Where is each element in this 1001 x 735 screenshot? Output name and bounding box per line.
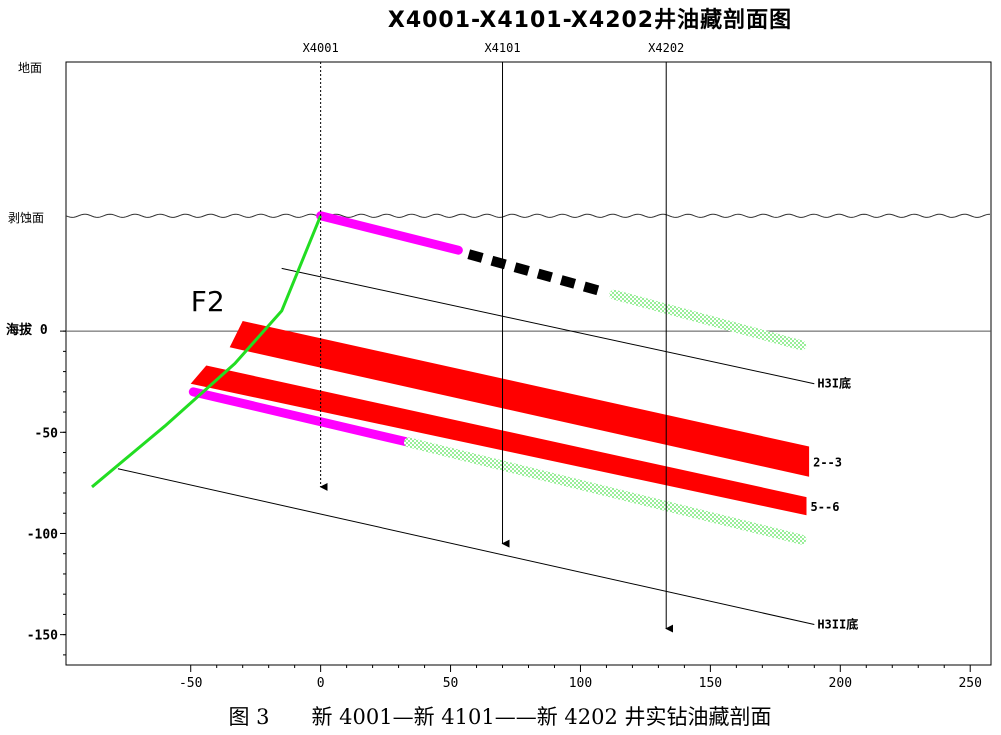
y-tick-label: -100 bbox=[27, 527, 58, 542]
surface-label: 地面 bbox=[18, 61, 42, 75]
x-tick-label: 100 bbox=[569, 676, 592, 691]
upper-oil-water-segment bbox=[316, 211, 463, 255]
lower-water-segment bbox=[403, 437, 807, 545]
wells-layer: X4001 X4101 X4202 bbox=[303, 41, 684, 633]
horizon-label: H3II底 bbox=[817, 617, 858, 632]
oil-layer bbox=[190, 365, 807, 516]
well-label: X4202 bbox=[648, 41, 684, 55]
y-tick-label: -150 bbox=[27, 629, 58, 644]
x-tick-label: 200 bbox=[829, 676, 852, 691]
lower-oil-water-segment bbox=[188, 387, 414, 447]
oil-layer-label: 2--3 bbox=[813, 456, 842, 470]
x-tick-label: 150 bbox=[699, 676, 722, 691]
x-tick-label: 0 bbox=[317, 676, 325, 691]
horizon-line bbox=[117, 468, 815, 626]
horizon-line bbox=[281, 267, 815, 385]
reference-lines-layer bbox=[65, 213, 991, 332]
x-tick-label: 250 bbox=[958, 676, 981, 691]
y-reference-labels: 地面 剥蚀面 海拔 0 bbox=[6, 61, 48, 338]
oil-layer bbox=[229, 321, 810, 477]
intervals-layer bbox=[188, 211, 807, 545]
erosion-label: 剥蚀面 bbox=[8, 211, 44, 225]
horizons-layer: H3I底 H3II底 bbox=[117, 267, 858, 632]
well-label: X4001 bbox=[303, 41, 339, 55]
fault-label: F2 bbox=[191, 285, 225, 318]
fault-line bbox=[91, 215, 322, 489]
sea-level-label: 海拔 0 bbox=[6, 322, 48, 338]
x-tick-label: -50 bbox=[179, 676, 202, 691]
erosion-surface-line bbox=[65, 213, 991, 218]
upper-water-segment bbox=[609, 289, 807, 351]
x-tick-label: 50 bbox=[443, 676, 459, 691]
oil-layers-layer: 2--3 5--6 bbox=[190, 321, 842, 516]
upper-dry-segment bbox=[467, 249, 608, 298]
well-label: X4101 bbox=[484, 41, 520, 55]
oil-layer-label: 5--6 bbox=[811, 500, 840, 514]
plot-frame bbox=[65, 61, 992, 666]
axes-layer: -50 0 50 100 150 200 250 -50 -100 -150 bbox=[27, 330, 982, 691]
y-tick-label: -50 bbox=[35, 426, 59, 441]
horizon-label: H3I底 bbox=[817, 376, 851, 391]
figure-caption: 图 3 新 4001—新 4101——新 4202 井实钻油藏剖面 bbox=[228, 705, 771, 729]
chart-title: X4001-X4101-X4202井油藏剖面图 bbox=[388, 7, 792, 33]
fault-layer: F2 bbox=[91, 215, 322, 489]
